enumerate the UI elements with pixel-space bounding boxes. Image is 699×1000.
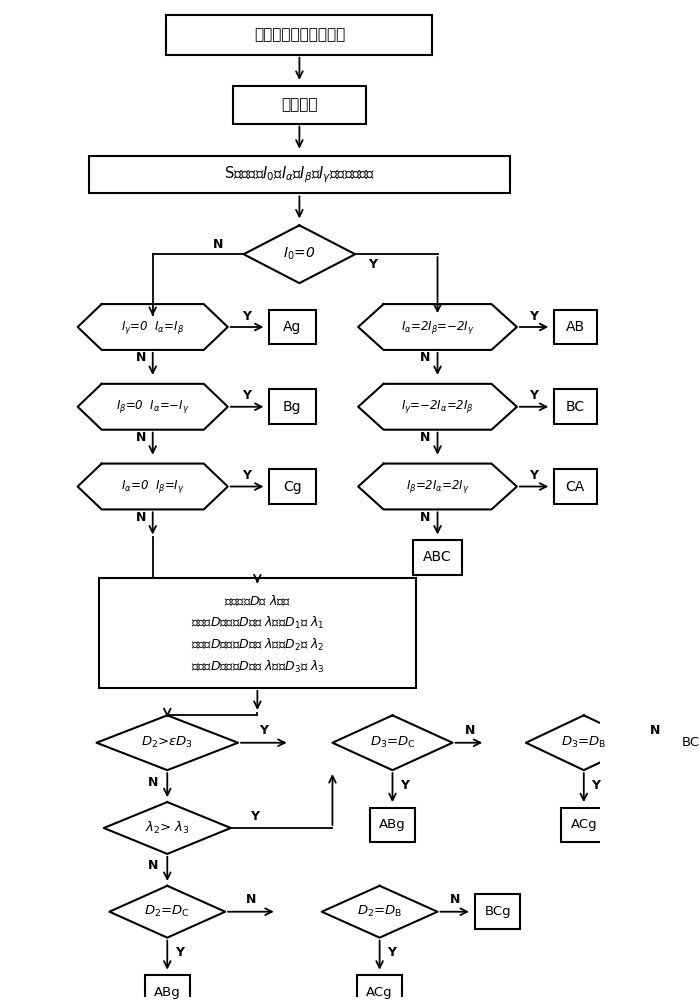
Text: Y: Y	[530, 469, 538, 482]
Text: N: N	[212, 238, 223, 251]
Text: N: N	[136, 511, 146, 524]
Text: Ag: Ag	[283, 320, 301, 334]
Text: BCg: BCg	[682, 736, 699, 749]
Bar	[475, 894, 520, 929]
Bar	[554, 389, 597, 424]
Bar	[561, 808, 606, 842]
Text: ABg: ABg	[379, 818, 406, 831]
Text: ABC: ABC	[423, 550, 452, 564]
Bar	[233, 86, 366, 124]
Text: Y: Y	[175, 946, 184, 959]
Text: $I_{\beta}$=0  $I_{\alpha}$=$-I_{\gamma}$: $I_{\beta}$=0 $I_{\alpha}$=$-I_{\gamma}$	[116, 398, 189, 415]
Text: ACg: ACg	[366, 986, 393, 999]
Text: Y: Y	[530, 389, 538, 402]
Text: $I_{\alpha}$=0  $I_{\beta}$=$I_{\gamma}$: $I_{\alpha}$=0 $I_{\beta}$=$I_{\gamma}$	[121, 478, 185, 495]
Text: $I_{\gamma}$=0  $I_{\alpha}$=$I_{\beta}$: $I_{\gamma}$=0 $I_{\alpha}$=$I_{\beta}$	[121, 319, 185, 336]
Text: Y: Y	[368, 258, 377, 271]
Text: Bg: Bg	[283, 400, 301, 414]
Text: 取最大$D$值相的$D$值和 $\lambda$值为$D_1$、 $\lambda_1$: 取最大$D$值相的$D$值和 $\lambda$值为$D_1$、 $\lambd…	[191, 615, 324, 631]
Text: 计算三相$D$和 $\lambda$值，: 计算三相$D$和 $\lambda$值，	[224, 594, 291, 608]
Text: ACg: ACg	[570, 818, 597, 831]
Text: Y: Y	[250, 810, 259, 823]
Text: S变换提取$I_0$、$I_{\alpha}$、$I_{\beta}$、$I_{\gamma}$的模相量特征: S变换提取$I_0$、$I_{\alpha}$、$I_{\beta}$、$I_{…	[224, 164, 375, 185]
Text: Y: Y	[530, 310, 538, 323]
Text: $D_2$>$\varepsilon$$D_3$: $D_2$>$\varepsilon$$D_3$	[141, 735, 194, 750]
Bar	[672, 725, 699, 760]
Bar	[268, 389, 316, 424]
Text: $I_{\gamma}$=$-$2$I_{\alpha}$=2$I_{\beta}$: $I_{\gamma}$=$-$2$I_{\alpha}$=2$I_{\beta…	[401, 398, 474, 415]
Text: $D_2$=$D_{\rm C}$: $D_2$=$D_{\rm C}$	[145, 904, 190, 919]
Text: N: N	[136, 431, 146, 444]
Text: N: N	[148, 776, 159, 789]
Bar	[268, 310, 316, 344]
Text: N: N	[420, 351, 431, 364]
Text: N: N	[148, 859, 159, 872]
Text: Y: Y	[242, 469, 251, 482]
Text: N: N	[465, 724, 475, 737]
Text: $I_{\beta}$=2$I_{\alpha}$=2$I_{\gamma}$: $I_{\beta}$=2$I_{\alpha}$=2$I_{\gamma}$	[405, 478, 469, 495]
Text: BCg: BCg	[484, 905, 511, 918]
Bar	[370, 808, 415, 842]
Text: CA: CA	[565, 480, 585, 494]
Text: Y: Y	[400, 779, 409, 792]
Text: N: N	[450, 893, 461, 906]
Text: 取中间$D$值相的$D$值和 $\lambda$值为$D_2$、 $\lambda_2$: 取中间$D$值相的$D$值和 $\lambda$值为$D_2$、 $\lambd…	[191, 637, 324, 653]
Text: Y: Y	[259, 724, 268, 737]
Text: N: N	[136, 351, 146, 364]
Text: Y: Y	[242, 389, 251, 402]
Text: Y: Y	[387, 946, 396, 959]
Text: 相模变换: 相模变换	[281, 97, 317, 112]
Text: N: N	[246, 893, 256, 906]
Text: $I_0$=0: $I_0$=0	[283, 246, 316, 262]
Bar	[99, 578, 416, 688]
Text: $D_3$=$D_{\rm B}$: $D_3$=$D_{\rm B}$	[561, 735, 607, 750]
Bar	[412, 540, 463, 575]
Text: 输入三相故障电流分量: 输入三相故障电流分量	[254, 27, 345, 42]
Bar	[89, 156, 510, 193]
Text: Cg: Cg	[283, 480, 301, 494]
Bar	[268, 469, 316, 504]
Text: Y: Y	[591, 779, 600, 792]
Bar	[554, 310, 597, 344]
Text: $\lambda_2$> $\lambda_3$: $\lambda_2$> $\lambda_3$	[145, 820, 189, 836]
Text: N: N	[420, 431, 431, 444]
Bar	[145, 975, 189, 1000]
Bar	[357, 975, 402, 1000]
Text: N: N	[650, 724, 661, 737]
Bar	[166, 15, 433, 55]
Text: $D_3$=$D_{\rm C}$: $D_3$=$D_{\rm C}$	[370, 735, 415, 750]
Text: $D_2$=$D_{\rm B}$: $D_2$=$D_{\rm B}$	[357, 904, 403, 919]
Text: Y: Y	[242, 310, 251, 323]
Text: $I_{\alpha}$=2$I_{\beta}$=$-$2$I_{\gamma}$: $I_{\alpha}$=2$I_{\beta}$=$-$2$I_{\gamma…	[401, 319, 474, 336]
Text: ABg: ABg	[154, 986, 180, 999]
Text: N: N	[420, 511, 431, 524]
Text: AB: AB	[565, 320, 585, 334]
Text: 取最小$D$值相的$D$值和 $\lambda$值为$D_3$、 $\lambda_3$: 取最小$D$值相的$D$值和 $\lambda$值为$D_3$、 $\lambd…	[191, 659, 324, 675]
Text: BC: BC	[565, 400, 585, 414]
Bar	[554, 469, 597, 504]
